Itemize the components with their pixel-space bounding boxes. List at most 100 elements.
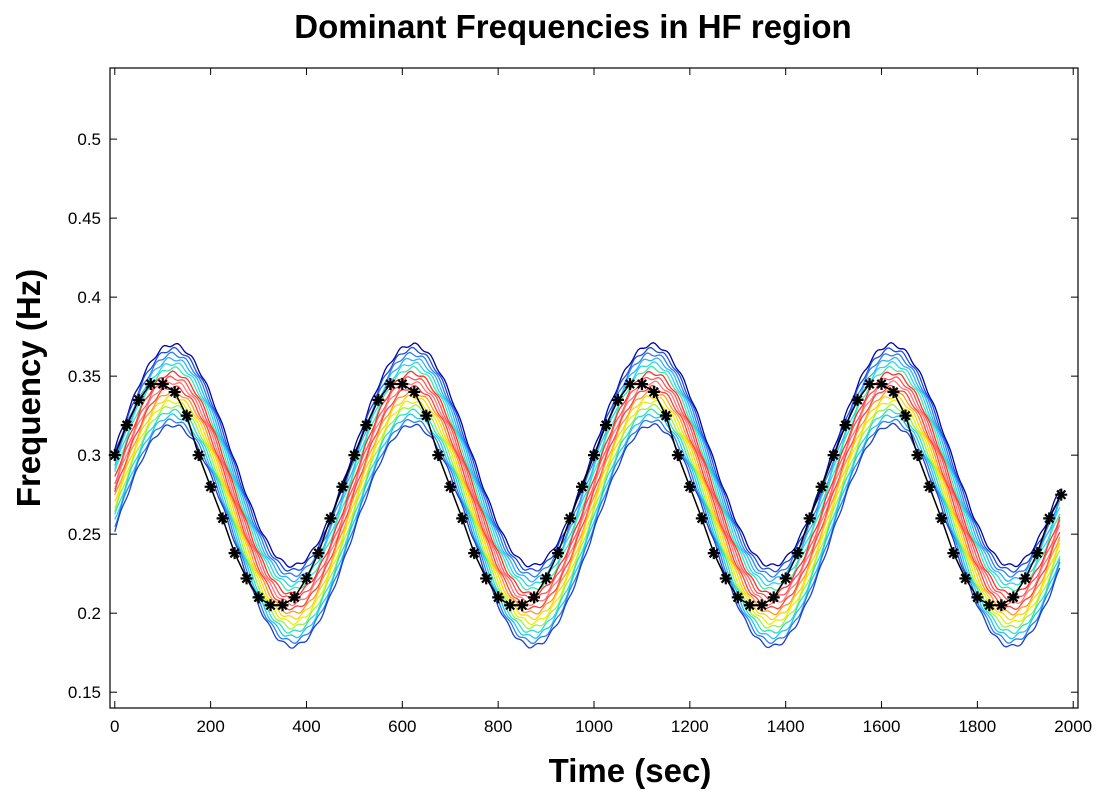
ridge-point-marker [420,409,433,422]
y-tick-label: 0.15 [68,683,101,702]
ridge-point-marker [540,572,553,585]
x-tick-label: 200 [196,717,224,736]
ridge-point-marker [312,547,325,560]
ridge-point-marker [588,449,600,462]
y-tick-label: 0.35 [68,367,101,386]
contour-line [114,422,1061,649]
contour-line [114,365,1061,592]
ridge-point-marker [300,572,313,585]
x-axis-ticks: 0 200 400 600 800 1000 1200 1400 1600 1800 2000 [110,68,1092,736]
ridge-point-marker [516,599,529,612]
chart-title: Dominant Frequencies in HF region [294,8,851,45]
ridge-point-marker [851,393,864,406]
ridge-point-marker [827,449,840,462]
ridge-point-marker [432,449,445,462]
ridge-point-marker [156,378,169,391]
ridge-point-marker [875,378,888,391]
ridge-point-marker [132,393,145,406]
ridge-point-marker [384,378,397,391]
ridge-point-marker [408,385,421,398]
contour-line [114,375,1061,602]
ridge-point-marker [564,512,577,525]
y-axis-ticks: 0.15 0.2 0.25 0.3 0.35 0.4 0.45 0.5 [68,130,1078,702]
ridge-point-marker [803,512,816,525]
ridge-point-marker [492,591,505,604]
ridge-point-marker [899,409,912,422]
contour-line [114,384,1061,611]
ridge-point-marker [767,591,780,604]
ridge-point-marker [180,409,193,422]
ridge-point-marker [468,547,481,560]
ridge-point-marker [372,393,385,406]
ridge-point-marker [1007,591,1020,604]
ridge-point-marker [480,572,493,585]
ridge-point-marker [743,599,756,612]
contour-line [114,342,1061,568]
ridge-point-marker [1055,488,1068,501]
ridge-point-marker [707,547,720,560]
ridge-point-marker [216,512,229,525]
ridge-point-marker [791,547,804,560]
ridge-point-marker [671,449,684,462]
ridge-point-marker [911,449,924,462]
ridge-point-marker [444,480,457,493]
ridge-point-marker [659,409,672,422]
y-tick-label: 0.4 [77,288,101,307]
ridge-point-marker [887,385,900,398]
ridge-point-marker [719,572,732,585]
ridge-point-marker [959,572,972,585]
ridge-point-marker [456,512,469,525]
y-tick-label: 0.5 [77,130,101,149]
ridge-point-marker [348,449,361,462]
ridge-point-marker [839,419,852,432]
ridge-point-marker [168,385,181,398]
x-tick-label: 1400 [767,717,805,736]
ridge-point-marker [1043,512,1056,525]
contour-line [114,380,1061,607]
x-tick-label: 1600 [863,717,901,736]
ridge-point-marker [528,591,541,604]
ridge-point-marker [192,449,205,462]
contour-line [114,394,1061,621]
ridge-point-marker [863,378,876,391]
x-tick-label: 0 [110,717,119,736]
ridge-point-marker [144,378,157,391]
ridge-point-marker [935,512,948,525]
ridge-point-marker [647,385,660,398]
ridge-point-marker [324,512,337,525]
x-tick-label: 1000 [575,717,613,736]
y-tick-label: 0.45 [68,209,101,228]
ridge-point-marker [599,419,612,432]
ridge-point-marker [552,547,565,560]
ridge-point-marker [635,378,648,391]
contour-line [114,356,1061,583]
ridge-point-marker [1031,547,1044,560]
plot-area-frame [109,67,1079,709]
contour-line [114,370,1061,597]
ridge-point-marker [983,599,996,612]
ridge-point-marker [995,599,1008,612]
ridge-point-marker [240,572,253,585]
x-tick-label: 1200 [671,717,709,736]
ridge-point-marker [252,591,265,604]
ridge-point-marker [1019,572,1032,585]
ridge-point-marker [360,419,373,432]
x-tick-label: 400 [292,717,320,736]
contour-line [114,389,1061,616]
ridge-point-marker [504,599,517,612]
x-tick-label: 2000 [1054,717,1092,736]
ridge-point-marker [755,599,768,612]
x-tick-label: 600 [388,717,416,736]
ridge-point-marker [204,480,217,493]
ridge-point-marker [695,512,708,525]
ridge-point-marker [576,480,589,493]
y-tick-label: 0.3 [77,446,101,465]
ridge-point-marker [264,599,277,612]
contour-line [114,418,1061,645]
ridge-point-marker [815,480,828,493]
x-tick-label: 800 [484,717,512,736]
ridge-point-marker [923,480,936,493]
ridge-series [108,378,1068,612]
